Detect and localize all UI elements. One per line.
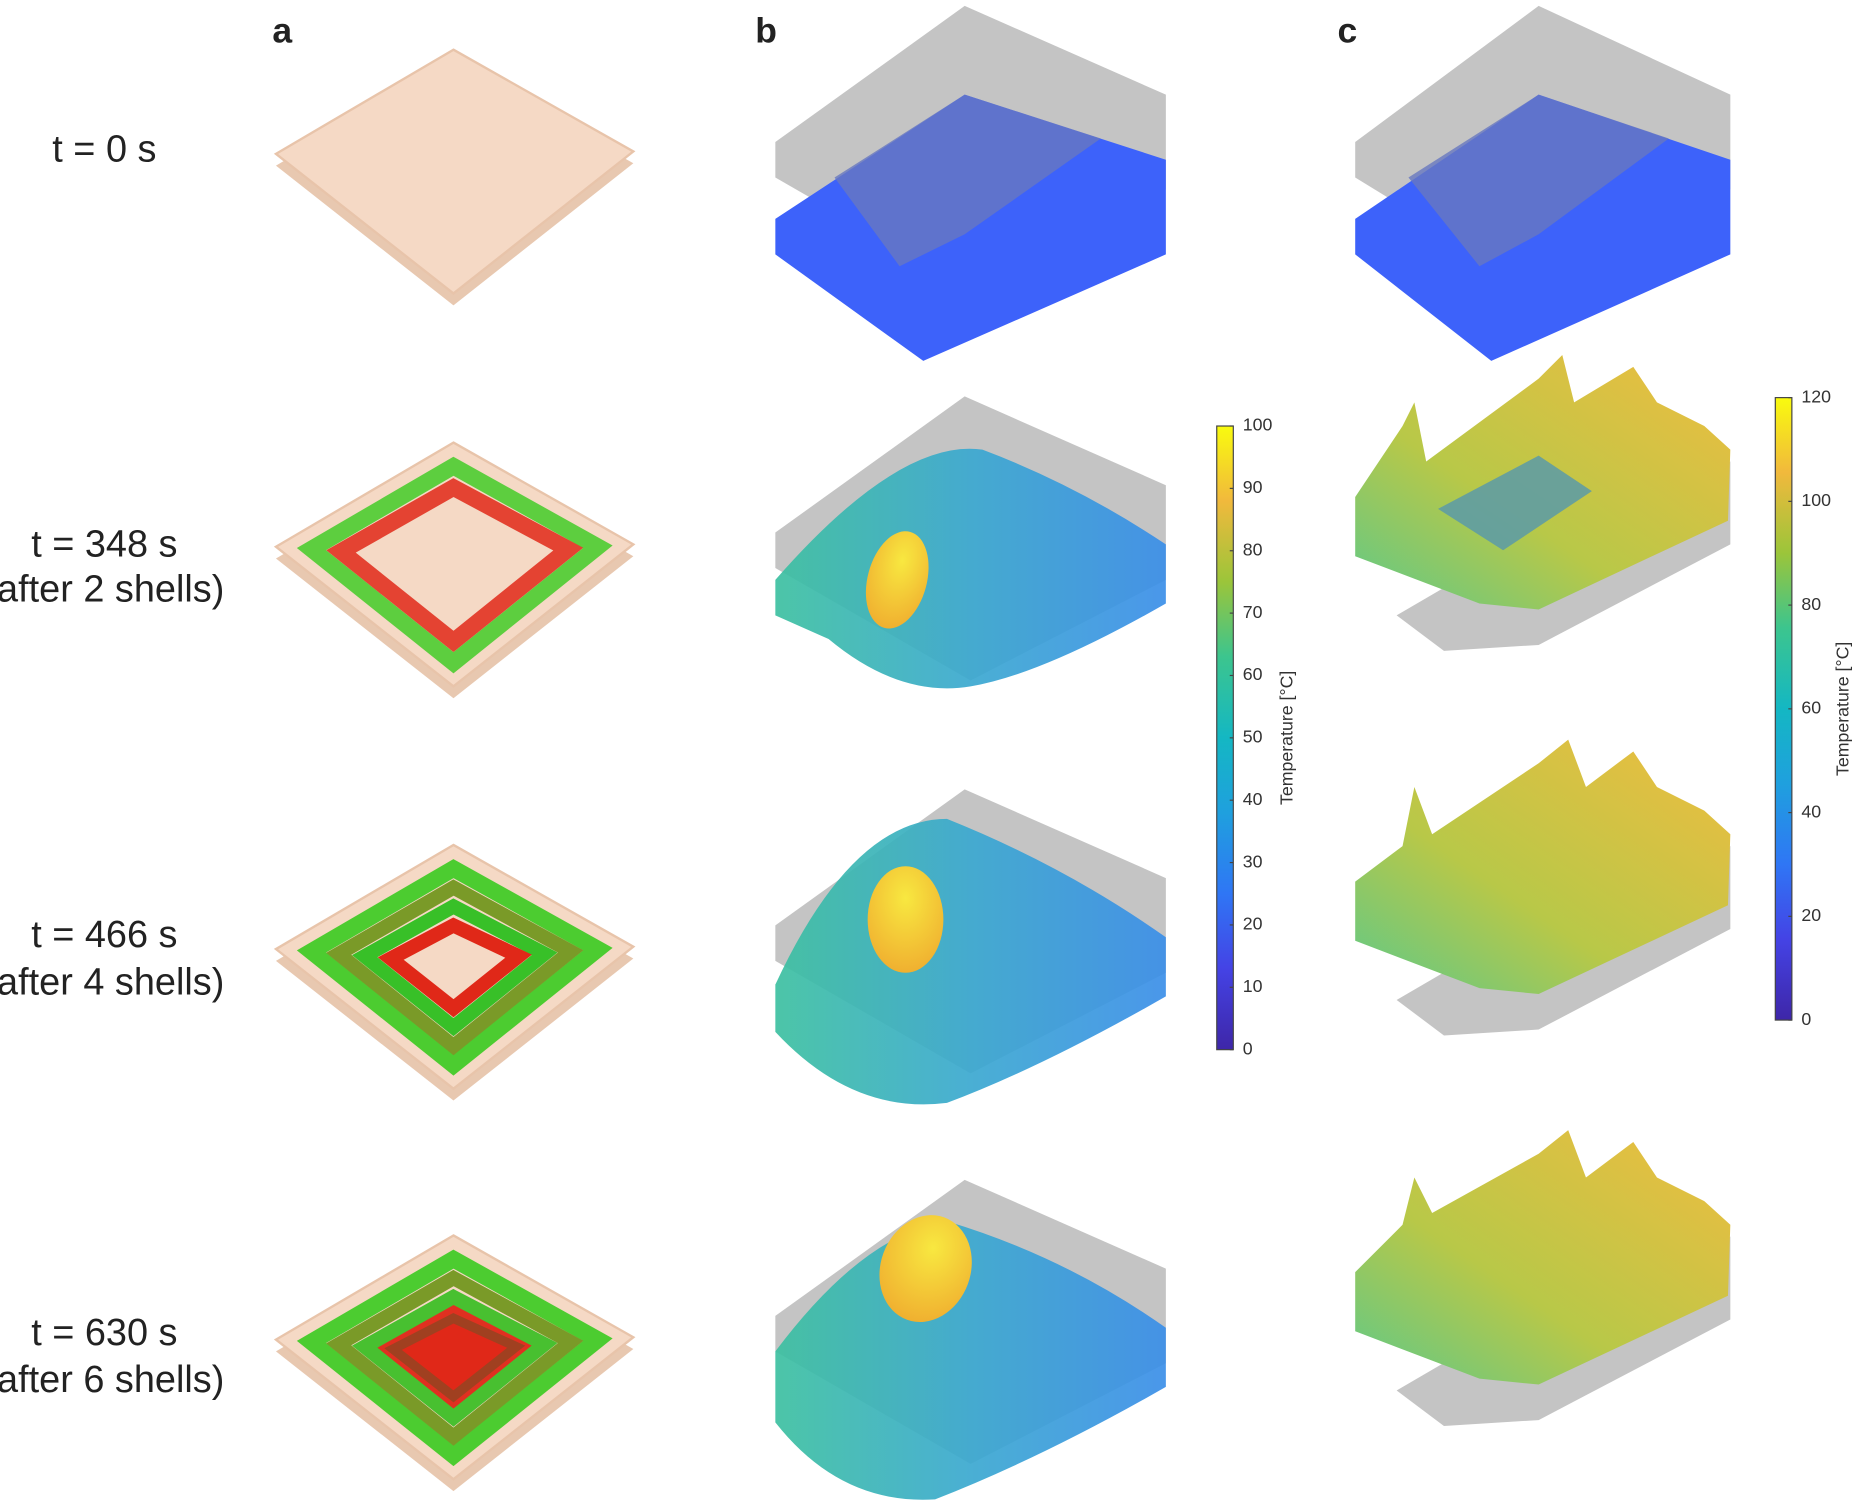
colorbar-tick-label: 40: [1243, 789, 1263, 809]
colorbar-tick-label: 20: [1243, 914, 1263, 934]
panel-label: a: [272, 11, 292, 51]
colorbar-tick-label: 100: [1801, 490, 1831, 510]
colorbar-tick-label: 10: [1243, 976, 1263, 996]
colorbar-label: Temperature [°C]: [1833, 642, 1853, 776]
panel-label: c: [1337, 11, 1357, 51]
colorbar-tick-label: 100: [1243, 415, 1273, 435]
row-note: (after 4 shells): [0, 962, 224, 1004]
row-time: t = 348 s: [31, 524, 177, 566]
b-t0: [775, 5, 1166, 361]
plate-4shells: [274, 843, 635, 1102]
colorbar-tick-label: 0: [1243, 1038, 1253, 1058]
row-time: t = 630 s: [31, 1312, 177, 1354]
panel-label: b: [755, 11, 777, 51]
colorbar-tick-label: 120: [1801, 386, 1831, 406]
colorbar-tick-label: 40: [1801, 801, 1821, 821]
c-surface: [1355, 1130, 1731, 1426]
b-surface: [775, 396, 1166, 689]
plate-2shells: [274, 441, 635, 700]
b-surface: [775, 789, 1166, 1105]
plate-6shells: [274, 1234, 635, 1493]
colorbar-tick-label: 20: [1801, 905, 1821, 925]
row-labels: t = 0 s t = 348 s (after 2 shells) t = 4…: [0, 128, 224, 1401]
row-note: (after 2 shells): [0, 569, 224, 611]
plate-t0: [274, 48, 635, 307]
colorbars: 0 10 20 30 40 50 60 70 80 90 100 Temperature [°C] 0 2…: [1216, 386, 1853, 1058]
c-surface: [1355, 355, 1731, 651]
c-t0: [1355, 5, 1731, 361]
colorbar-tick-label: 80: [1243, 539, 1263, 559]
c-surface: [1355, 739, 1731, 1036]
colorbar-tick-label: 80: [1801, 594, 1821, 614]
colorbar-tick-label: 60: [1243, 664, 1263, 684]
row-time: t = 0 s: [52, 128, 156, 170]
row-time: t = 466 s: [31, 914, 177, 956]
colorbar-tick-label: 50: [1243, 727, 1263, 747]
colorbar-tick-label: 70: [1243, 602, 1263, 622]
colorbar-tick-label: 30: [1243, 851, 1263, 871]
panel-labels: a b c: [272, 11, 1357, 51]
colorbar-label: Temperature [°C]: [1276, 671, 1296, 805]
colorbar-tick-label: 0: [1801, 1009, 1811, 1029]
row-note: (after 6 shells): [0, 1359, 224, 1401]
colorbar-tick-label: 60: [1801, 698, 1821, 718]
b-surface: [775, 1179, 1166, 1500]
colorbar-tick-label: 90: [1243, 477, 1263, 497]
